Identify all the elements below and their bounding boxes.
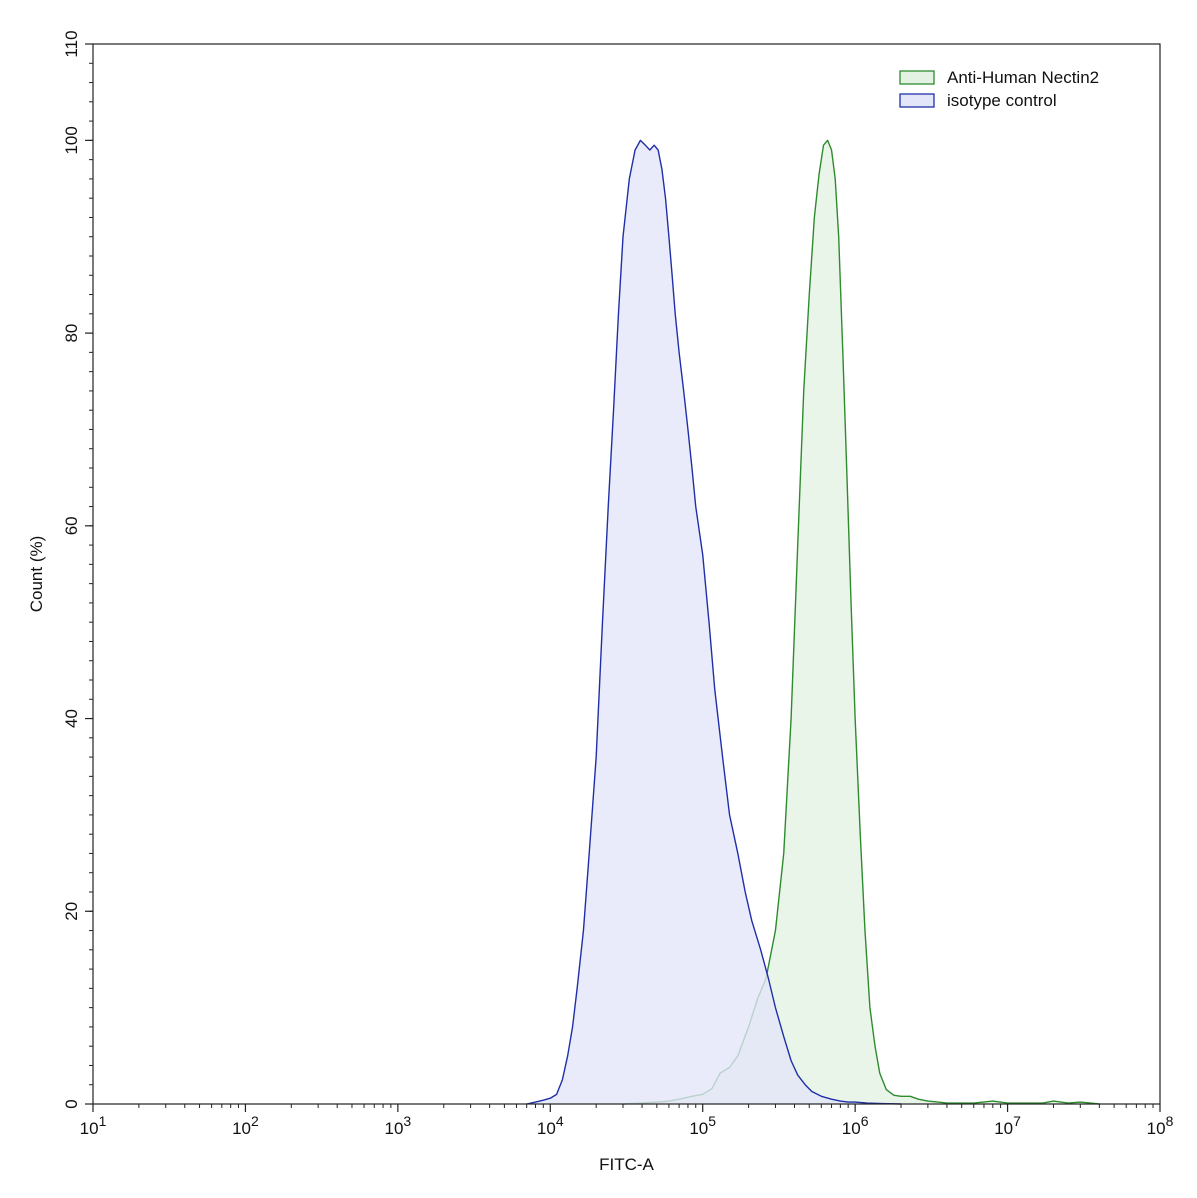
x-tick-base: 10 [1147,1119,1166,1138]
x-tick-exponent: 2 [251,1113,259,1129]
x-tick-label: 106 [842,1113,869,1138]
x-tick-exponent: 5 [708,1113,716,1129]
x-tick-exponent: 6 [861,1113,869,1129]
x-tick-exponent: 7 [1013,1113,1021,1129]
y-tick-label: 60 [62,516,81,535]
x-tick-label: 101 [80,1113,107,1138]
y-axis-title: Count (%) [27,536,46,613]
legend-swatch-0 [899,70,935,85]
legend: Anti-Human Nectin2 isotype control [899,68,1099,110]
x-tick-exponent: 3 [403,1113,411,1129]
x-tick-base: 10 [689,1119,708,1138]
x-tick-base: 10 [994,1119,1013,1138]
x-tick-base: 10 [232,1119,251,1138]
x-tick-label: 105 [689,1113,716,1138]
x-tick-base: 10 [537,1119,556,1138]
y-axis: 0 20 40 60 80 100 110 [62,30,93,1109]
legend-swatch-1 [899,93,935,108]
y-tick-label: 20 [62,902,81,921]
x-tick-label: 107 [994,1113,1021,1138]
y-tick-label: 80 [62,324,81,343]
legend-label-0: Anti-Human Nectin2 [947,68,1099,87]
series-area-1 [526,140,902,1105]
y-tick-label: 100 [62,126,81,154]
x-tick-label: 103 [384,1113,411,1138]
x-tick-exponent: 8 [1166,1113,1174,1129]
legend-label-1: isotype control [947,91,1057,110]
plot-frame [92,43,1161,1105]
x-tick-label: 108 [1147,1113,1174,1138]
x-tick-label: 102 [232,1113,259,1138]
x-tick-exponent: 1 [99,1113,107,1129]
x-tick-base: 10 [384,1119,403,1138]
x-axis-title: FITC-A [599,1155,654,1174]
x-tick-label: 104 [537,1113,564,1138]
x-tick-base: 10 [80,1119,99,1138]
series-layer [526,139,1100,1105]
x-tick-base: 10 [842,1119,861,1138]
y-tick-label: 110 [62,30,81,57]
y-tick-label: 0 [62,1099,81,1108]
y-tick-label: 40 [62,709,81,728]
x-axis: 101 102 103 104 105 106 107 108 [80,1104,1174,1138]
series-area-0 [623,140,1100,1105]
series-line-1 [526,139,902,1105]
x-tick-exponent: 4 [556,1113,564,1129]
